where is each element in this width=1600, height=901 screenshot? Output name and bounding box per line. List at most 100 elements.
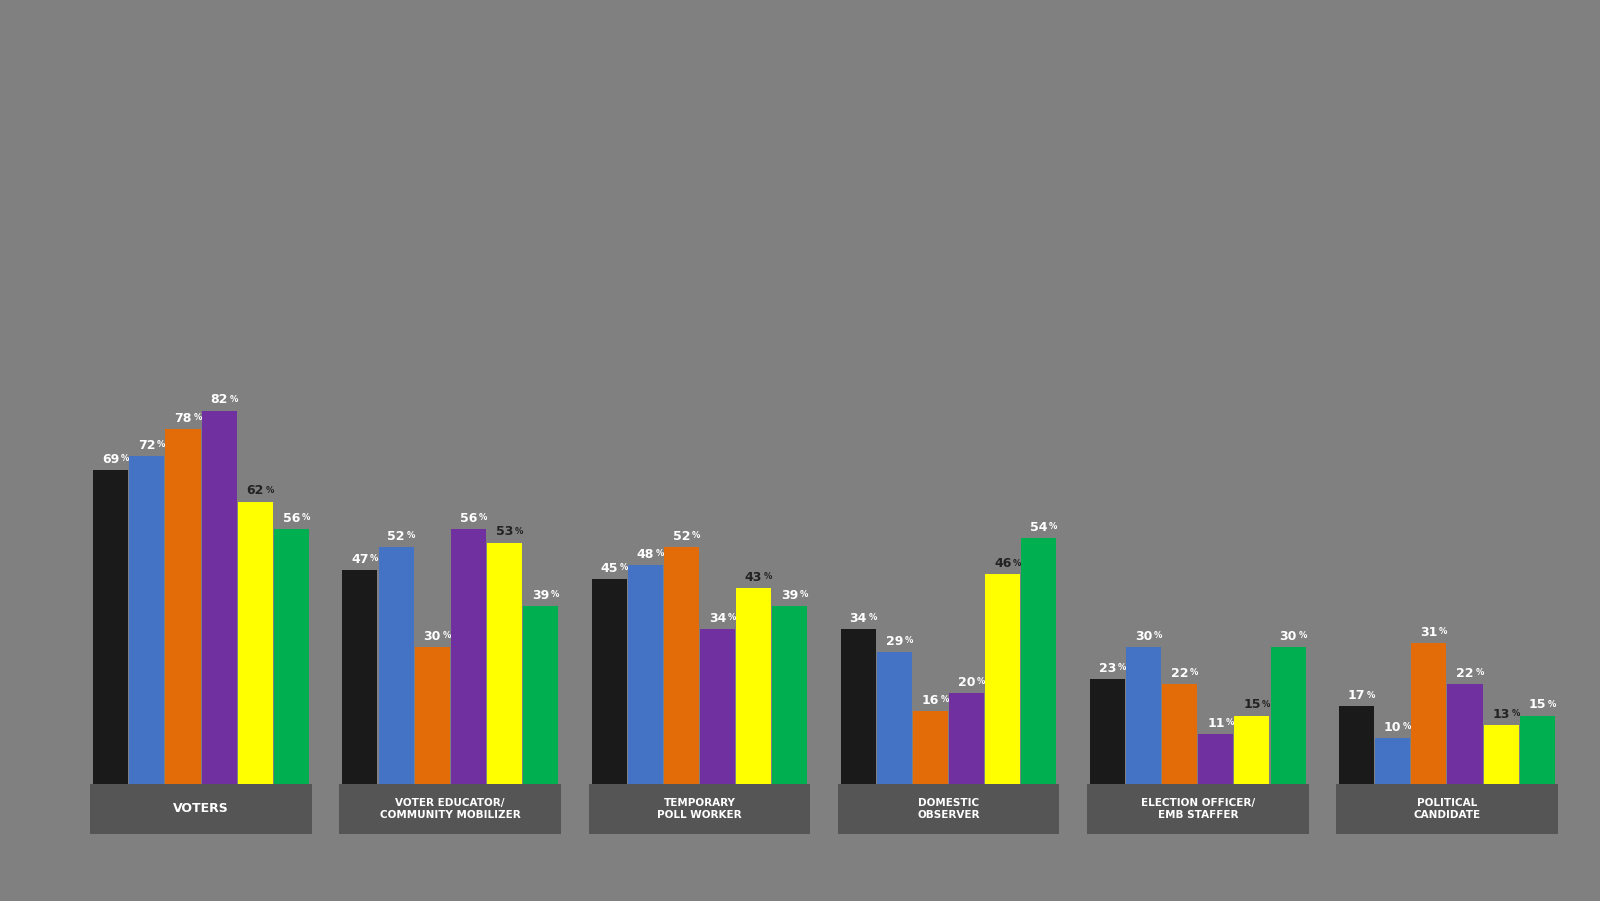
Bar	[699, 629, 734, 784]
Text: %: %	[1366, 690, 1376, 699]
Text: %: %	[1512, 709, 1520, 718]
Bar	[274, 529, 309, 784]
Text: 34: 34	[709, 612, 726, 625]
Bar	[773, 606, 808, 784]
Text: %: %	[728, 614, 736, 623]
Text: %: %	[157, 441, 165, 450]
Text: 52: 52	[387, 530, 405, 543]
Bar	[914, 711, 949, 784]
Text: %: %	[1050, 522, 1058, 531]
Bar	[93, 469, 128, 784]
Text: 15: 15	[1528, 698, 1546, 712]
Text: 10: 10	[1384, 721, 1402, 734]
Text: %: %	[1262, 700, 1270, 709]
Bar	[1411, 642, 1446, 784]
Bar	[379, 547, 413, 784]
Text: 34: 34	[850, 612, 867, 625]
Bar	[90, 784, 312, 834]
Text: %: %	[478, 513, 486, 522]
Text: ELECTION OFFICER/
EMB STAFFER: ELECTION OFFICER/ EMB STAFFER	[1141, 798, 1254, 820]
Text: %: %	[1226, 718, 1235, 727]
Text: %: %	[1013, 559, 1021, 568]
Bar	[1270, 647, 1306, 784]
Text: 29: 29	[886, 634, 902, 648]
Bar	[1198, 733, 1234, 784]
Text: 39: 39	[781, 589, 798, 602]
Bar	[1090, 679, 1125, 784]
Text: 39: 39	[531, 589, 549, 602]
Legend: OVERALL, AFRICA, AMERICAS, ASIA PACIFIC, EUROPE & EURASIA, MENA: OVERALL, AFRICA, AMERICAS, ASIA PACIFIC,…	[442, 899, 1206, 901]
Text: %: %	[194, 413, 202, 422]
Bar	[1086, 784, 1309, 834]
Text: %: %	[266, 486, 274, 495]
Bar	[486, 542, 522, 784]
Text: %: %	[122, 454, 130, 463]
Text: %: %	[1475, 668, 1483, 677]
Text: 53: 53	[496, 525, 514, 539]
Text: 56: 56	[459, 512, 477, 524]
Bar	[202, 411, 237, 784]
Text: %: %	[443, 632, 451, 641]
Text: %: %	[1438, 627, 1448, 636]
Bar	[1235, 715, 1269, 784]
Text: 72: 72	[138, 439, 155, 452]
Text: %: %	[515, 527, 523, 536]
Text: VOTER EDUCATOR/
COMMUNITY MOBILIZER: VOTER EDUCATOR/ COMMUNITY MOBILIZER	[379, 798, 520, 820]
Bar	[414, 647, 450, 784]
Text: 20: 20	[958, 676, 976, 688]
Text: %: %	[229, 395, 238, 404]
Bar	[736, 588, 771, 784]
Text: %: %	[869, 614, 877, 623]
Bar	[592, 579, 627, 784]
Bar	[1126, 647, 1162, 784]
Bar	[1339, 706, 1374, 784]
Bar	[1483, 724, 1518, 784]
Bar	[877, 651, 912, 784]
Bar	[1448, 684, 1483, 784]
Text: %: %	[550, 590, 560, 599]
Text: %: %	[800, 590, 808, 599]
Text: %: %	[941, 695, 949, 704]
Text: %: %	[656, 550, 664, 559]
Bar	[1162, 684, 1197, 784]
Text: 30: 30	[1280, 630, 1296, 643]
Bar	[589, 784, 810, 834]
Text: 48: 48	[637, 548, 654, 561]
Text: 23: 23	[1099, 662, 1117, 675]
Bar	[1336, 784, 1558, 834]
Text: 54: 54	[1030, 521, 1048, 534]
Text: POLITICAL
CANDIDATE: POLITICAL CANDIDATE	[1413, 798, 1480, 820]
Text: %: %	[1190, 668, 1198, 677]
Text: 47: 47	[350, 552, 368, 566]
Text: DOMESTIC
OBSERVER: DOMESTIC OBSERVER	[917, 798, 979, 820]
Text: %: %	[406, 532, 414, 541]
Text: 52: 52	[672, 530, 690, 543]
Text: %: %	[1403, 723, 1411, 732]
Text: %: %	[763, 572, 773, 581]
Bar	[238, 502, 272, 784]
Text: 15: 15	[1243, 698, 1261, 712]
Text: 82: 82	[211, 394, 227, 406]
Bar	[1520, 715, 1555, 784]
Text: 62: 62	[246, 485, 264, 497]
Text: TEMPORARY
POLL WORKER: TEMPORARY POLL WORKER	[658, 798, 742, 820]
Text: 22: 22	[1171, 667, 1189, 679]
Text: 11: 11	[1206, 716, 1224, 730]
Text: %: %	[302, 513, 310, 522]
Bar	[838, 784, 1059, 834]
Text: 13: 13	[1493, 707, 1510, 721]
Bar	[523, 606, 558, 784]
Text: 30: 30	[424, 630, 442, 643]
Text: 45: 45	[600, 562, 618, 575]
Text: 22: 22	[1456, 667, 1474, 679]
Text: 31: 31	[1421, 625, 1437, 639]
Bar	[1376, 738, 1410, 784]
Text: 69: 69	[102, 452, 120, 466]
Bar	[342, 570, 378, 784]
Text: %: %	[1154, 632, 1162, 641]
Text: %: %	[1118, 663, 1126, 672]
Text: %: %	[1298, 632, 1307, 641]
Bar	[1021, 538, 1056, 784]
Text: %: %	[978, 677, 986, 686]
Text: 43: 43	[746, 571, 762, 584]
